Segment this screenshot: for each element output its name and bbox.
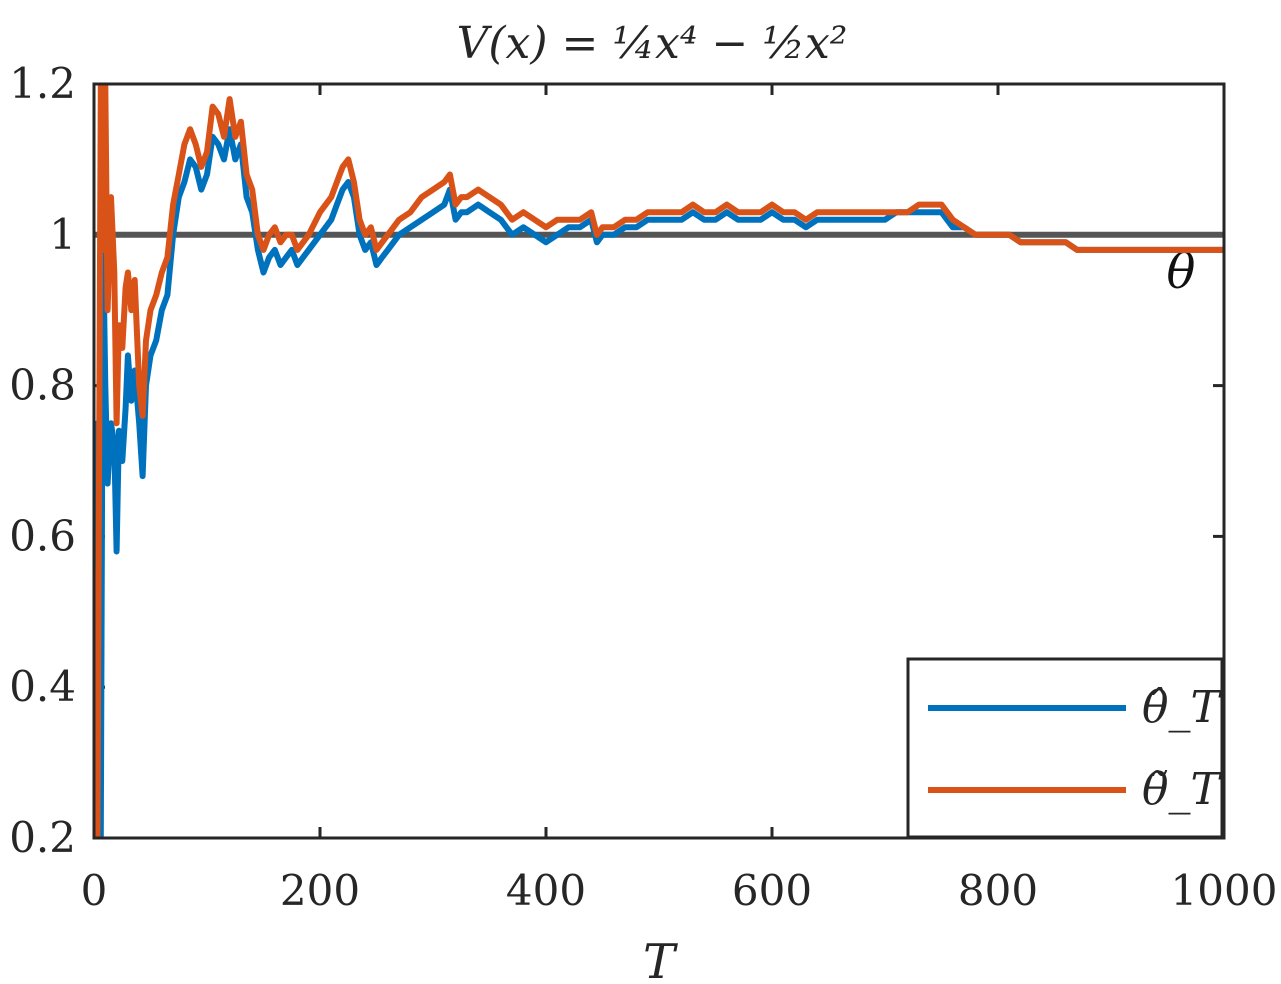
- plot-frame: [92, 82, 1226, 840]
- x-tick-label: 800: [958, 866, 1038, 915]
- legend-box: [906, 657, 1224, 839]
- y-tick-label: 1.2: [9, 59, 76, 108]
- y-tick-label: 1: [49, 210, 76, 259]
- y-tick-label: 0.6: [9, 511, 76, 560]
- x-tick-label: 1000: [1171, 866, 1278, 915]
- x-tick-label: 200: [280, 866, 360, 915]
- chart-title: V(x) = ¼x⁴ − ½x²: [457, 18, 848, 69]
- y-tick-label: 0.8: [9, 361, 76, 410]
- series-group: [94, 84, 1224, 838]
- y-tick-label: 0.2: [9, 813, 76, 862]
- clipped-series: [94, 84, 1224, 838]
- x-tick-label: 600: [732, 866, 812, 915]
- reference-line-group: θ: [94, 231, 1224, 300]
- x-tick-labels: 0 200 400 600 800 1000: [81, 866, 1278, 915]
- x-tick-label: 0: [81, 866, 108, 915]
- x-axis-label: T: [643, 934, 678, 984]
- legend-label-2: θ̃_T: [1142, 764, 1223, 815]
- legend-entries: θ̂_T θ̃_T: [928, 682, 1223, 815]
- reference-line-label: θ: [1167, 244, 1196, 300]
- x-tick-label: 400: [506, 866, 586, 915]
- y-tick-label: 0.4: [9, 662, 76, 711]
- y-tick-labels: 0.2 0.4 0.6 0.8 1 1.2: [9, 59, 76, 862]
- legend: θ̂_T θ̃_T: [906, 657, 1224, 839]
- series-line-2: [94, 84, 1224, 838]
- legend-label-1: θ̂_T: [1142, 682, 1223, 733]
